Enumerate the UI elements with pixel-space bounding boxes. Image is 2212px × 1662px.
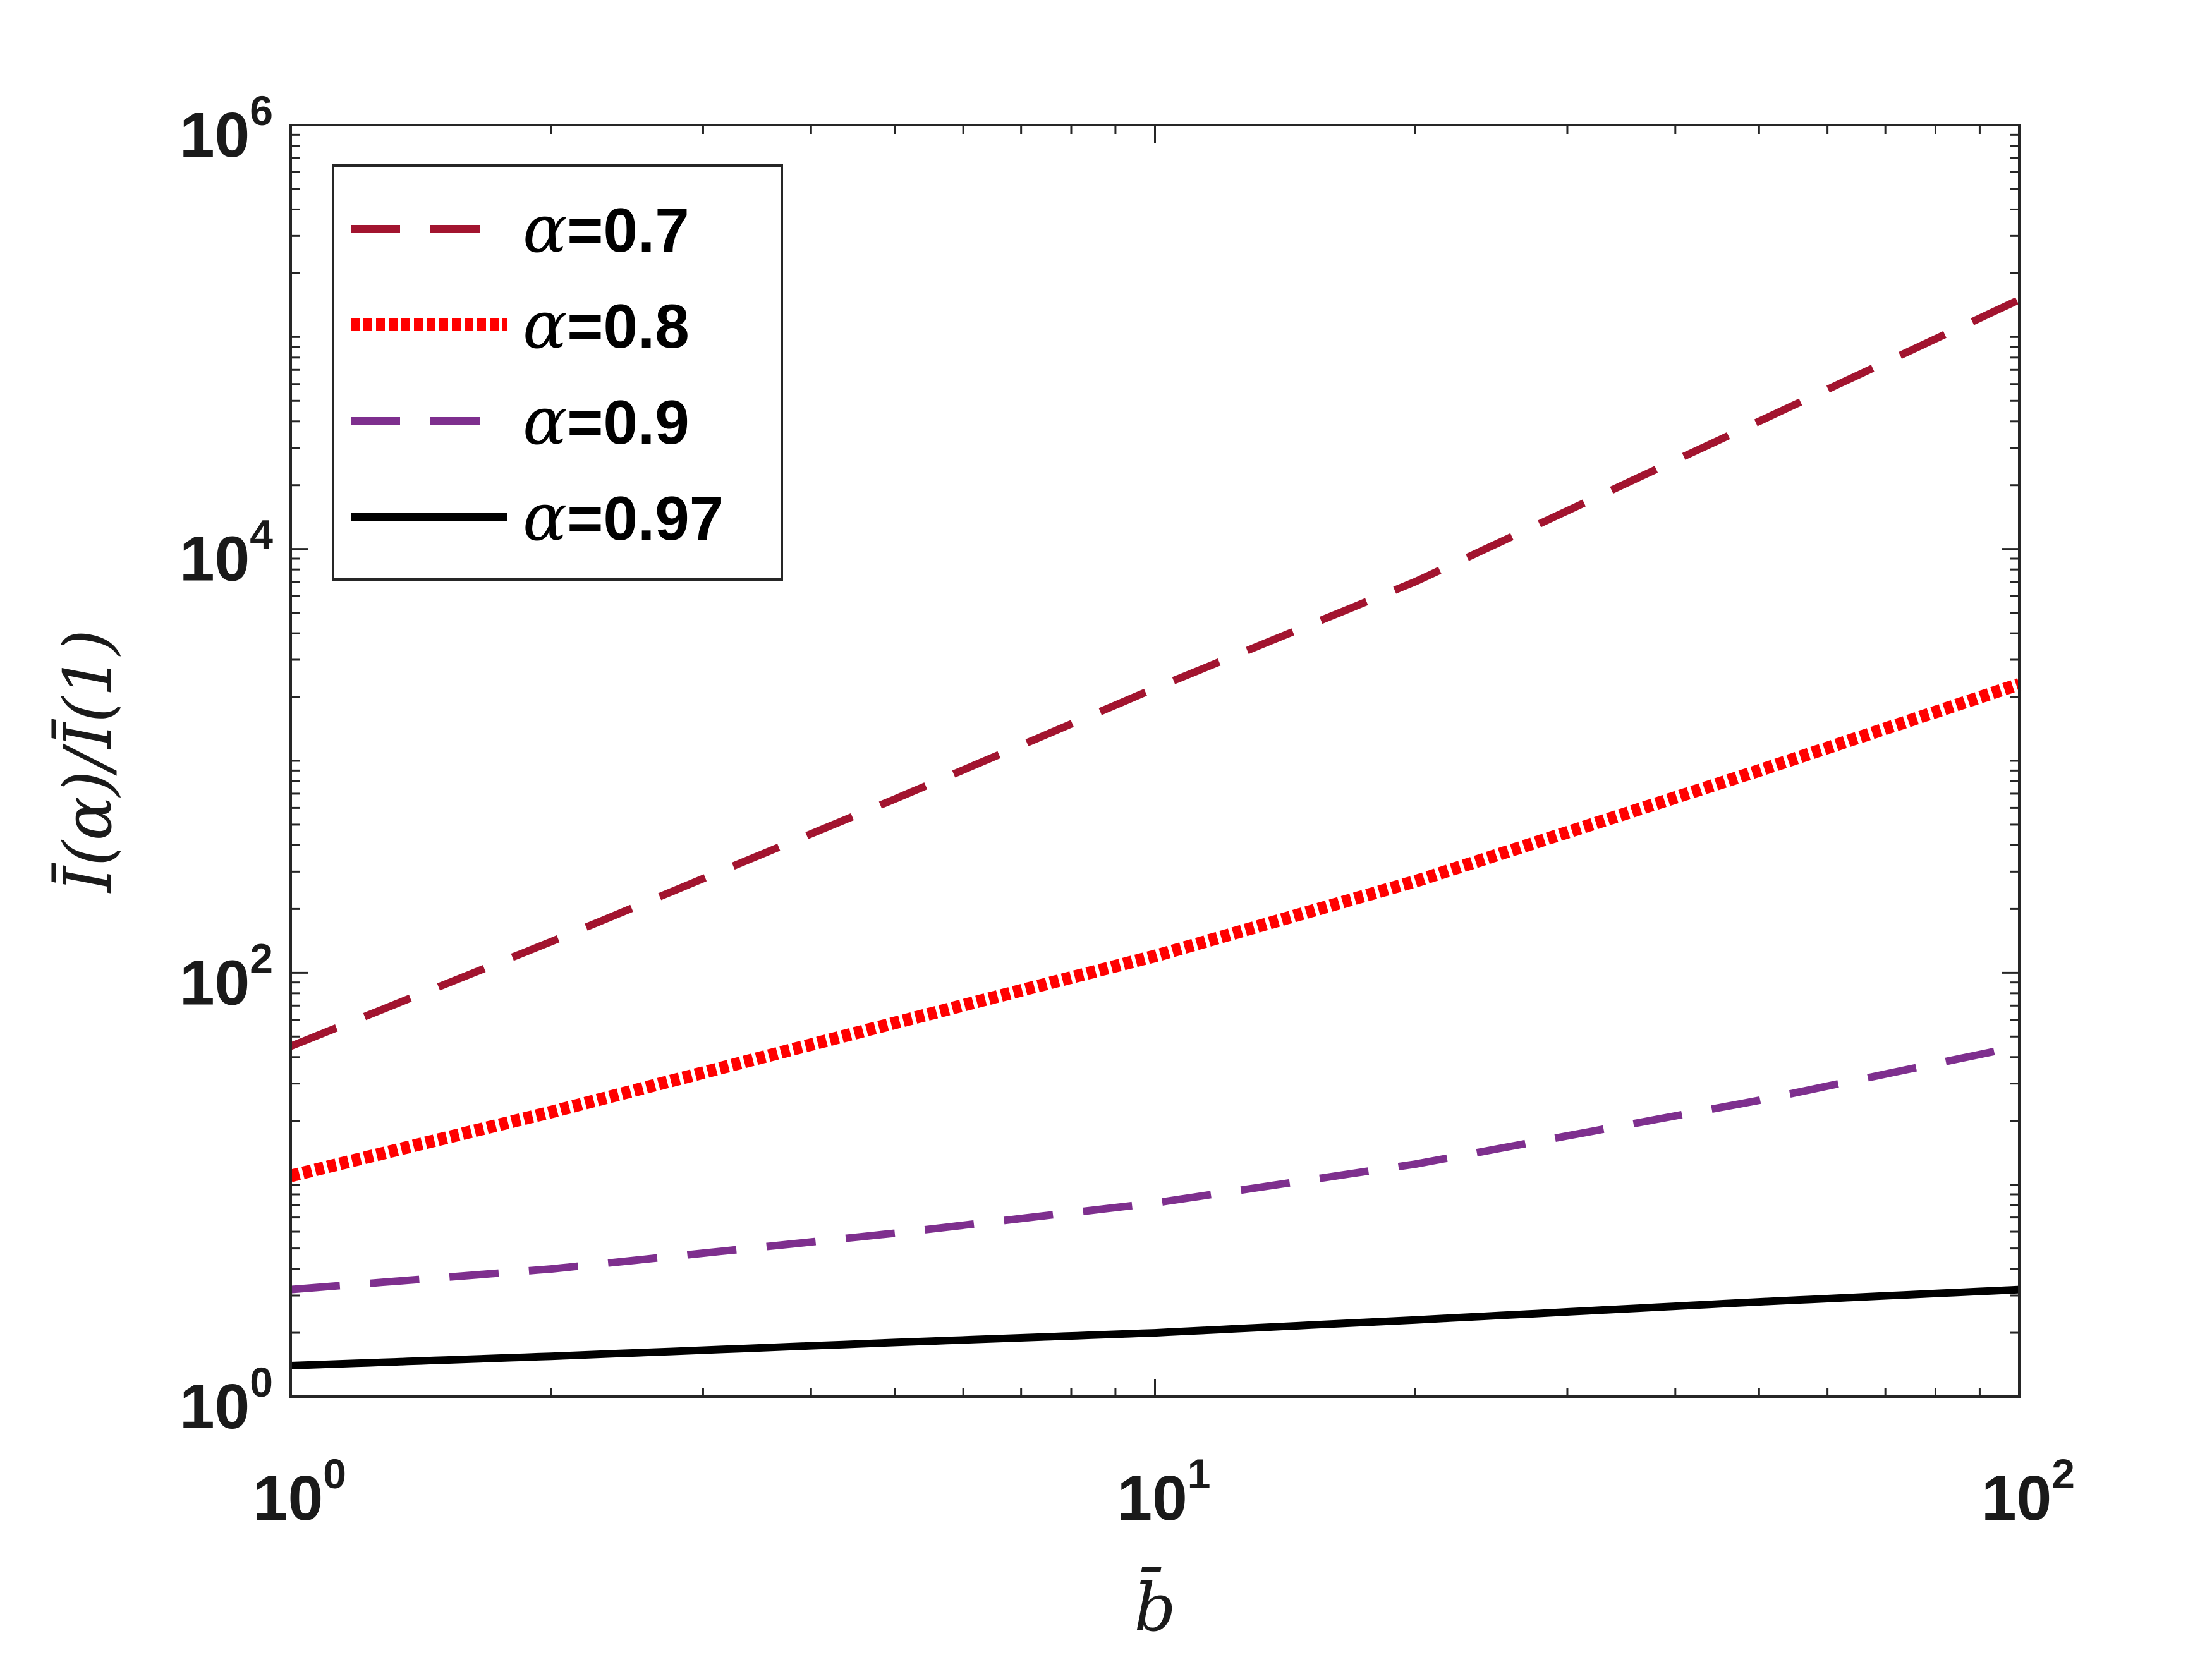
y-tick-label: 106 — [179, 87, 273, 171]
legend-box — [332, 164, 783, 581]
legend-label-3: α=0.9 — [523, 382, 690, 459]
legend-label-2: α=0.8 — [523, 286, 690, 363]
x-axis-label: b̄ — [1134, 1566, 1176, 1646]
legend-label-4: α=0.97 — [523, 478, 724, 555]
series-line-2 — [289, 678, 2022, 1182]
legend-label-1: α=0.7 — [523, 190, 690, 267]
y-tick-label: 102 — [179, 935, 273, 1018]
y-tick-label: 100 — [179, 1359, 273, 1442]
y-axis-label: Ī(α)/Ī(1) — [49, 629, 126, 894]
x-tick-label: 101 — [1117, 1450, 1211, 1534]
y-tick-label: 104 — [179, 511, 273, 595]
axes-layer: 100 101 102 100 102 104 106 — [179, 87, 2075, 1534]
labels-layer: b̄ Ī(α)/Ī(1) — [49, 629, 1176, 1646]
legend: α=0.7 α=0.8 α=0.9 α=0.97 — [332, 164, 783, 581]
series-line-1 — [289, 296, 2021, 1050]
series-layer — [289, 296, 2022, 1369]
series-line-3 — [290, 1042, 2021, 1294]
x-tick-label: 102 — [1981, 1450, 2075, 1534]
series-line-4 — [290, 1285, 2020, 1369]
x-tick-label: 100 — [253, 1450, 346, 1534]
